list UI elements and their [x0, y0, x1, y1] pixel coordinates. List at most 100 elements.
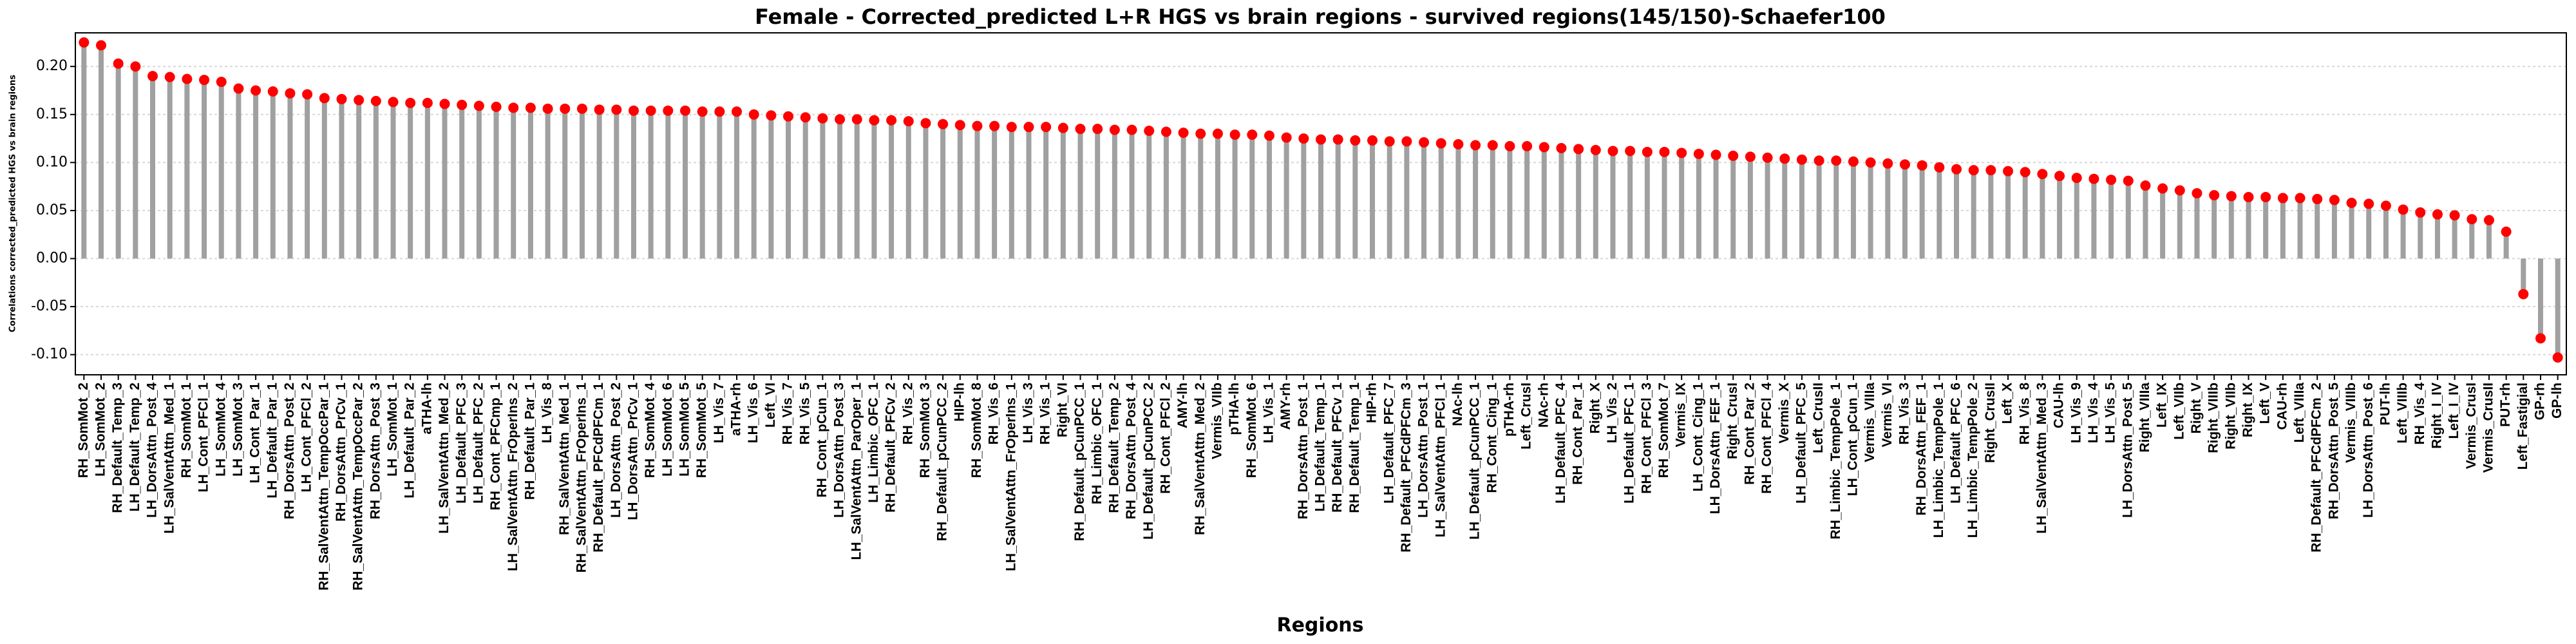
marker	[1573, 144, 1584, 155]
marker	[1814, 155, 1824, 166]
marker	[2123, 175, 2134, 186]
marker	[2174, 185, 2185, 196]
x-tick-label: LH_DorsAttn_Post_5	[2120, 383, 2135, 518]
marker	[1350, 135, 1361, 146]
marker	[1934, 162, 1945, 173]
x-tick-label: HIP-rh	[1365, 383, 1379, 423]
x-tick-label: RH_Cont_Par_1	[1571, 383, 1586, 485]
marker	[525, 102, 536, 113]
x-tick-label: RH_Default_PFCdPFCm_1	[591, 383, 606, 553]
x-tick-label: RH_Limbic_TempPole_1	[1828, 383, 1843, 540]
marker	[1298, 133, 1309, 144]
marker	[1504, 141, 1515, 152]
x-tick-label: RH_SalVentAttn_Med_1	[557, 383, 572, 535]
marker	[2140, 180, 2151, 191]
x-tick-label: Left_I_IV	[2447, 383, 2461, 439]
marker	[1041, 122, 1052, 133]
x-tick-label: LH_SalVentAttn_PFCl_1	[1433, 383, 1448, 538]
x-tick-label: LH_Cont_Cing_1	[1690, 383, 1705, 492]
x-tick-label: LH_Cont_Par_1	[248, 383, 263, 484]
x-tick-label: Left_Fastigial	[2515, 383, 2530, 469]
marker	[491, 101, 502, 112]
x-tick-label: LH_Vis_8	[540, 383, 554, 443]
x-tick-label: LH_DorsAttn_PrCv_1	[626, 383, 641, 520]
marker	[954, 120, 965, 131]
x-tick-label: LH_Vis_2	[1605, 383, 1620, 443]
marker	[2226, 191, 2237, 202]
marker	[1728, 150, 1739, 161]
marker	[748, 109, 759, 120]
chart-title: Female - Corrected_predicted L+R HGS vs …	[755, 5, 1886, 29]
x-tick-label: RH_Cont_PFCl_2	[1158, 383, 1173, 494]
marker	[1419, 137, 1430, 148]
x-tick-label: LH_Vis_3	[1021, 383, 1036, 443]
marker	[1607, 146, 1618, 156]
x-tick-label: LH_DorsAttn_Post_3	[832, 383, 847, 518]
x-tick-label: RH_Cont_Par_2	[1742, 383, 1757, 485]
x-tick-label: RH_SalVentAttn_FrOperIns_1	[574, 383, 589, 573]
marker	[1642, 146, 1653, 157]
x-tick-label: RH_Cont_PFCl_3	[1639, 383, 1654, 494]
marker	[1092, 124, 1103, 135]
x-tick-label: RH_Vis_7	[781, 383, 795, 445]
marker	[1178, 128, 1189, 138]
x-tick-label: RH_SalVentAttn_Med_2	[1193, 383, 1208, 535]
x-tick-label: GP-lh	[2550, 383, 2564, 419]
x-tick-label: RH_Default_PFCv_2	[884, 383, 898, 513]
marker	[1779, 153, 1790, 164]
x-tick-label: aTHA-lh	[419, 383, 434, 435]
marker	[1470, 140, 1481, 151]
marker	[869, 115, 880, 126]
marker	[233, 83, 244, 94]
marker	[938, 118, 949, 129]
marker	[542, 103, 553, 114]
x-tick-label: RH_SomMot_8	[969, 383, 984, 478]
x-tick-label: LH_Limbic_OFC_1	[866, 383, 881, 503]
marker	[576, 103, 587, 114]
marker	[113, 58, 124, 69]
x-tick-label: LH_DorsAttn_Post_4	[145, 383, 160, 518]
marker	[645, 105, 656, 116]
marker	[2209, 190, 2220, 201]
marker	[147, 71, 158, 82]
marker	[1625, 146, 1636, 156]
x-tick-label: RH_DorsAttn_FEF_1	[1914, 383, 1929, 516]
x-tick-label: Vermis_VIIIa	[1862, 383, 1877, 462]
x-tick-label: Vermis_CrusII	[2481, 383, 2496, 473]
marker	[2329, 194, 2340, 205]
marker	[1367, 135, 1378, 146]
y-tick-label: 0.10	[36, 154, 68, 170]
x-tick-label: LH_SalVentAttn_Med_2	[437, 383, 451, 534]
y-tick-label: 0.15	[36, 106, 68, 122]
x-tick-label: Left_V	[2258, 383, 2273, 424]
x-tick-label: RH_DorsAttn_Post_2	[282, 383, 297, 519]
x-tick-label: Right_I_IV	[2429, 383, 2444, 449]
marker	[1985, 165, 1996, 176]
marker	[1006, 122, 1017, 133]
marker	[766, 110, 777, 121]
marker	[2277, 193, 2288, 204]
marker	[96, 40, 107, 51]
x-tick-label: pTHA-lh	[1227, 383, 1242, 435]
x-tick-label: RH_SomMot_7	[1656, 383, 1671, 478]
x-tick-label: LH_Cont_pCun_1	[1845, 383, 1860, 496]
x-tick-label: PUT-rh	[2498, 383, 2513, 427]
marker	[1693, 148, 1704, 159]
marker	[1710, 149, 1721, 160]
y-axis-label: Correlations corrected_predicted HGS vs …	[8, 75, 18, 332]
x-tick-label: LH_SalVentAttn_FrOperIns_1	[1003, 383, 1018, 571]
marker	[989, 120, 1000, 131]
x-tick-label: LH_Default_Par_1	[265, 383, 279, 498]
marker	[2106, 175, 2117, 185]
marker	[1831, 155, 1842, 166]
x-tick-label: RH_Default_PFCdPFCm_2	[2309, 383, 2324, 553]
marker	[2020, 167, 2031, 178]
x-tick-label: RH_SomMot_1	[179, 383, 194, 478]
marker	[2157, 183, 2168, 194]
marker	[1281, 132, 1292, 143]
x-tick-label: Vermis_CrusI	[2464, 383, 2479, 469]
y-tick-label: 0.05	[36, 202, 68, 218]
x-tick-label: RH_Vis_3	[1897, 383, 1912, 445]
x-tick-label: RH_Vis_8	[2017, 383, 2032, 445]
x-tick-label: LH_SomMot_6	[660, 383, 675, 477]
